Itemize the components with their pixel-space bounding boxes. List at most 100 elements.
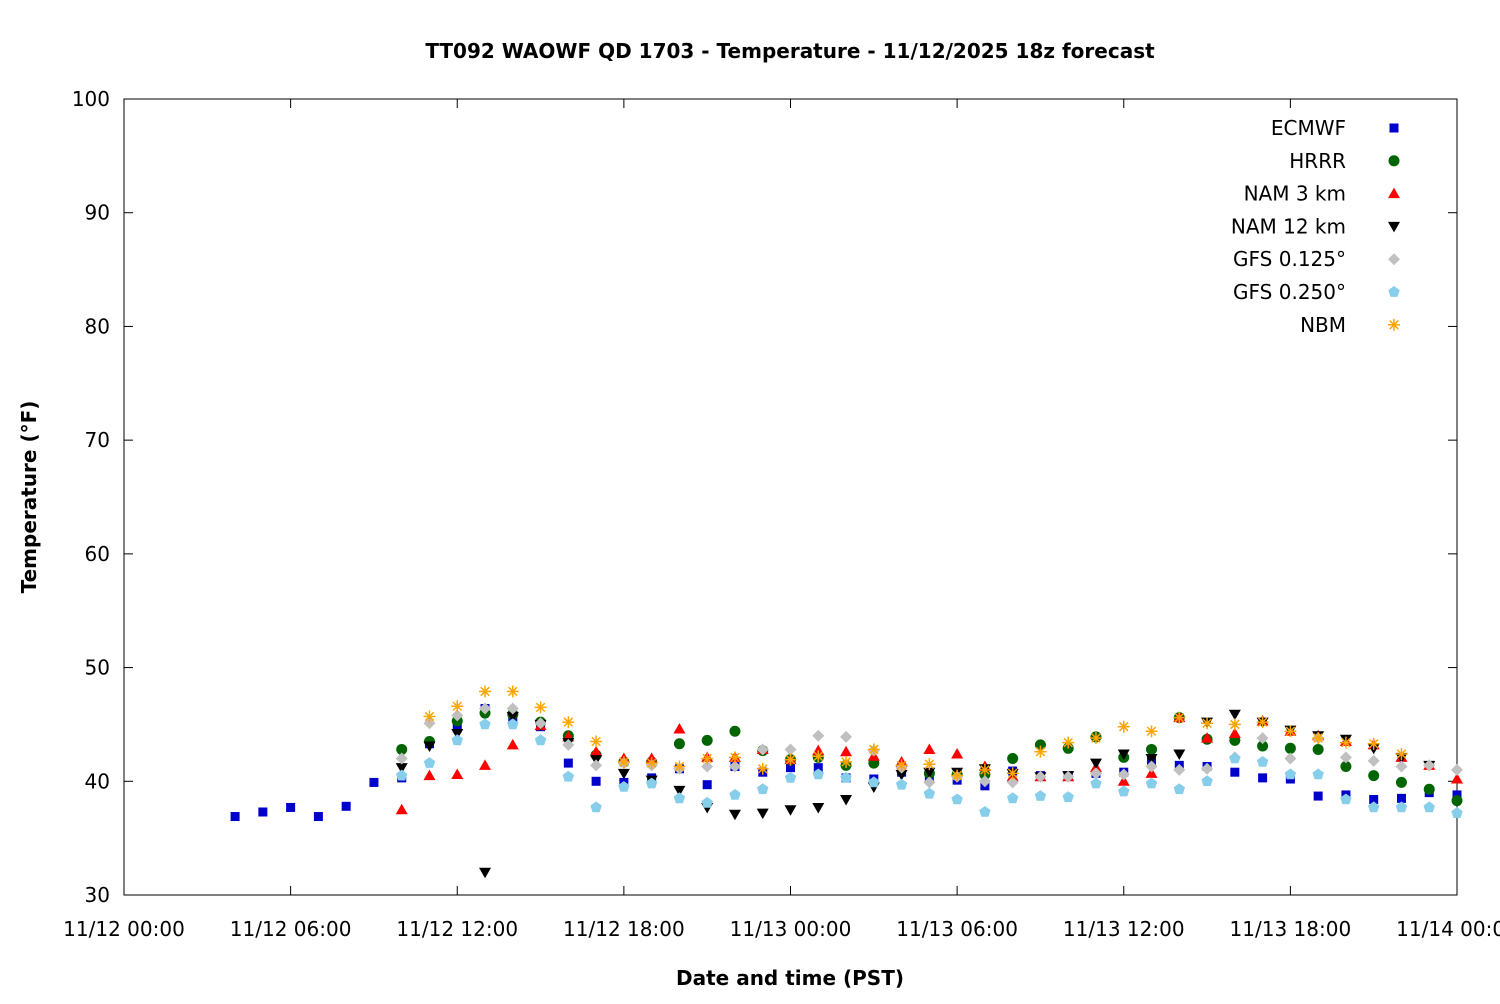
data-point bbox=[451, 734, 463, 746]
data-point bbox=[840, 745, 853, 757]
data-point bbox=[1257, 740, 1269, 752]
data-point bbox=[812, 750, 825, 763]
data-point bbox=[506, 702, 519, 715]
data-point bbox=[1228, 727, 1241, 739]
data-point bbox=[813, 763, 823, 773]
data-point bbox=[1369, 794, 1379, 804]
data-point bbox=[895, 759, 908, 772]
data-point bbox=[1451, 773, 1463, 784]
data-point bbox=[506, 685, 519, 698]
data-point bbox=[423, 769, 436, 781]
data-point bbox=[729, 788, 741, 800]
data-point bbox=[479, 718, 491, 730]
data-point bbox=[895, 769, 908, 781]
data-point bbox=[423, 710, 436, 723]
data-point bbox=[452, 723, 462, 733]
data-point bbox=[590, 759, 603, 772]
data-point bbox=[1117, 775, 1130, 786]
y-tick-label: 80 bbox=[85, 314, 110, 338]
legend-label: NAM 3 km bbox=[1244, 182, 1346, 206]
data-point bbox=[784, 753, 797, 766]
data-point bbox=[1062, 736, 1075, 749]
data-point bbox=[396, 743, 408, 755]
data-point bbox=[923, 743, 936, 754]
data-point bbox=[840, 755, 853, 768]
data-point bbox=[812, 768, 824, 780]
data-point bbox=[1006, 776, 1019, 789]
data-point bbox=[1062, 791, 1074, 803]
data-point bbox=[1173, 763, 1186, 776]
data-point bbox=[1340, 793, 1352, 805]
legend-marker bbox=[1388, 286, 1400, 297]
data-point bbox=[1062, 770, 1075, 783]
data-point bbox=[1452, 790, 1462, 800]
legend-label: GFS 0.250° bbox=[1233, 280, 1346, 304]
data-point bbox=[534, 701, 547, 714]
data-point bbox=[1145, 777, 1158, 789]
series-nbm bbox=[423, 685, 1408, 782]
data-point bbox=[1173, 749, 1186, 760]
data-point bbox=[1007, 753, 1019, 765]
data-point bbox=[1118, 785, 1130, 797]
data-point bbox=[1034, 790, 1047, 801]
data-point bbox=[673, 785, 686, 797]
data-point bbox=[395, 803, 408, 815]
data-point bbox=[673, 760, 686, 773]
series-gfs-0-250- bbox=[396, 718, 1463, 818]
data-point bbox=[534, 717, 547, 730]
data-point bbox=[1423, 783, 1435, 795]
data-point bbox=[840, 771, 852, 783]
data-point bbox=[341, 801, 351, 811]
data-point bbox=[1451, 763, 1463, 776]
data-point bbox=[1368, 770, 1380, 782]
data-point bbox=[757, 783, 769, 795]
data-point bbox=[1256, 732, 1269, 745]
data-point bbox=[979, 806, 991, 817]
data-point bbox=[1229, 752, 1241, 764]
data-point bbox=[1340, 761, 1352, 773]
y-tick-label: 30 bbox=[85, 883, 110, 907]
data-point bbox=[840, 730, 853, 743]
data-point bbox=[1423, 801, 1435, 813]
data-point bbox=[1256, 716, 1269, 729]
legend: ECMWF HRRR NAM 3 km NAM 12 km GFS 0.125° GFS … bbox=[1231, 116, 1400, 337]
data-point bbox=[701, 752, 714, 765]
legend-marker bbox=[1388, 318, 1400, 331]
data-point bbox=[1006, 767, 1019, 780]
series-nam-12-km bbox=[395, 709, 1436, 879]
data-point bbox=[923, 787, 936, 799]
data-point bbox=[286, 802, 296, 812]
data-point bbox=[784, 771, 797, 783]
data-point bbox=[562, 738, 575, 751]
data-point bbox=[591, 776, 601, 786]
data-point bbox=[951, 769, 964, 782]
data-point bbox=[1007, 792, 1019, 804]
data-point bbox=[562, 770, 574, 782]
legend-marker bbox=[1388, 221, 1400, 233]
data-point bbox=[729, 725, 741, 737]
data-point bbox=[1395, 801, 1408, 813]
data-point bbox=[395, 752, 408, 765]
y-tick-label: 50 bbox=[85, 656, 110, 680]
data-point bbox=[923, 767, 936, 779]
data-point bbox=[701, 760, 714, 773]
data-point bbox=[230, 812, 240, 822]
data-point bbox=[756, 743, 769, 756]
data-point bbox=[756, 762, 769, 775]
data-point bbox=[479, 759, 492, 770]
data-point bbox=[1284, 725, 1297, 738]
data-point bbox=[369, 777, 379, 787]
data-point bbox=[590, 745, 603, 757]
data-point bbox=[1145, 725, 1158, 738]
data-point bbox=[1367, 737, 1380, 750]
x-axis-label: Date and time (PST) bbox=[676, 966, 904, 990]
data-point bbox=[1117, 768, 1130, 781]
data-point bbox=[1368, 801, 1380, 813]
y-axis-label: Temperature (°F) bbox=[17, 401, 41, 594]
data-point bbox=[1423, 759, 1436, 772]
x-tick-label: 11/13 06:00 bbox=[896, 917, 1018, 941]
x-tick-label: 11/13 12:00 bbox=[1063, 917, 1185, 941]
legend-label: ECMWF bbox=[1271, 116, 1346, 140]
legend-label: NAM 12 km bbox=[1231, 214, 1346, 238]
